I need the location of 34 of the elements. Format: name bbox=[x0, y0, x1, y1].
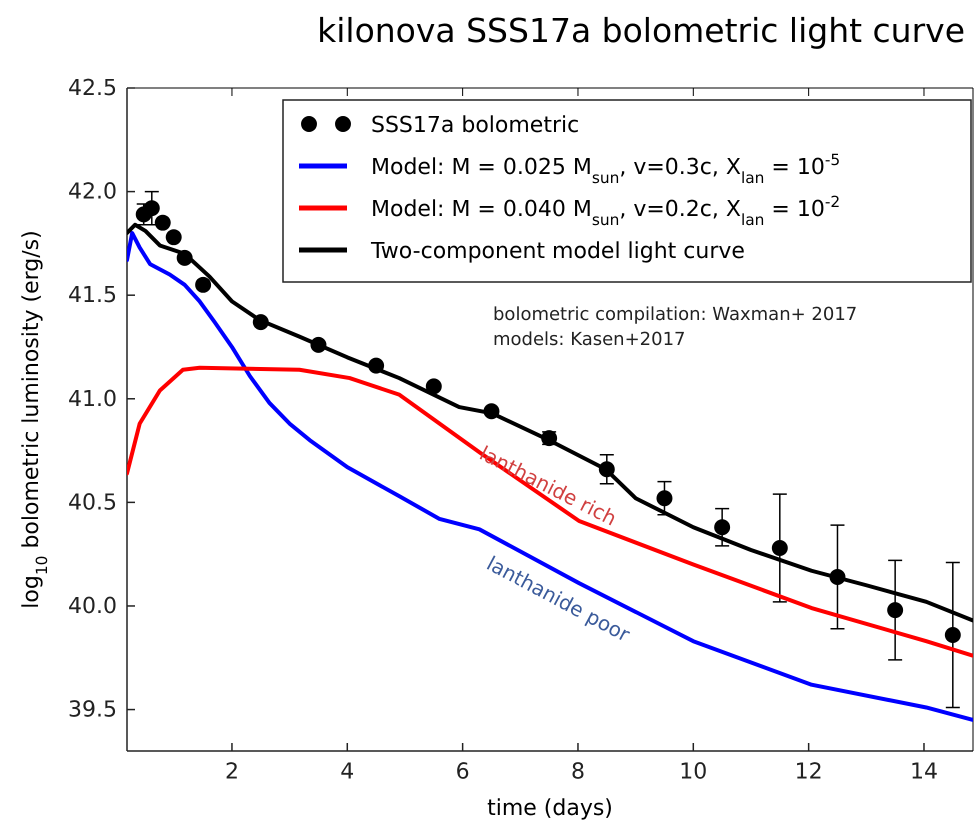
point bbox=[154, 214, 171, 231]
legend-label: Model: M = 0.025 M$_{sun}$, v=0.3c, X$_{lan}$ = 10$^{-5}$ bbox=[371, 151, 840, 187]
point bbox=[656, 490, 672, 506]
x-tick-label: 12 bbox=[794, 760, 823, 785]
point bbox=[714, 519, 730, 536]
legend-label: Model: M = 0.040 M$_{sun}$, v=0.2c, X$_{lan}$ = 10$^{-2}$ bbox=[371, 193, 840, 229]
line-series bbox=[127, 231, 973, 722]
line-series bbox=[127, 366, 973, 658]
legend-label: Two-component model light curve bbox=[370, 239, 745, 264]
point bbox=[166, 229, 182, 246]
annotation: bolometric compilation: Waxman+ 2017 bbox=[493, 304, 858, 325]
point bbox=[426, 378, 442, 394]
y-tick-label: 41.5 bbox=[68, 283, 117, 308]
point bbox=[772, 540, 788, 556]
y-tick-label: 41.0 bbox=[68, 386, 117, 412]
y-tick-label: 42.5 bbox=[68, 76, 117, 102]
point bbox=[944, 627, 961, 643]
x-tick-label: 10 bbox=[679, 760, 708, 785]
point bbox=[195, 276, 212, 293]
legend-label: SSS17a bolometric bbox=[371, 113, 580, 138]
x-tick-label: 14 bbox=[910, 760, 938, 785]
x-axis-title: time (days) bbox=[487, 796, 613, 821]
annotation: models: Kasen+2017 bbox=[493, 329, 686, 350]
y-tick-label: 39.5 bbox=[68, 698, 117, 723]
x-tick-label: 6 bbox=[456, 760, 470, 785]
x-tick-label: 4 bbox=[340, 760, 354, 785]
x-tick-label: 8 bbox=[570, 760, 585, 785]
x-tick-label: 2 bbox=[224, 760, 239, 785]
point bbox=[887, 602, 904, 618]
y-tick-label: 42.0 bbox=[68, 180, 117, 205]
point bbox=[144, 200, 160, 216]
y-tick-label: 40.0 bbox=[68, 594, 117, 620]
y-tick-label: 40.5 bbox=[68, 490, 117, 516]
chart-title: kilonova SSS17a bolometric light curve bbox=[317, 11, 965, 50]
